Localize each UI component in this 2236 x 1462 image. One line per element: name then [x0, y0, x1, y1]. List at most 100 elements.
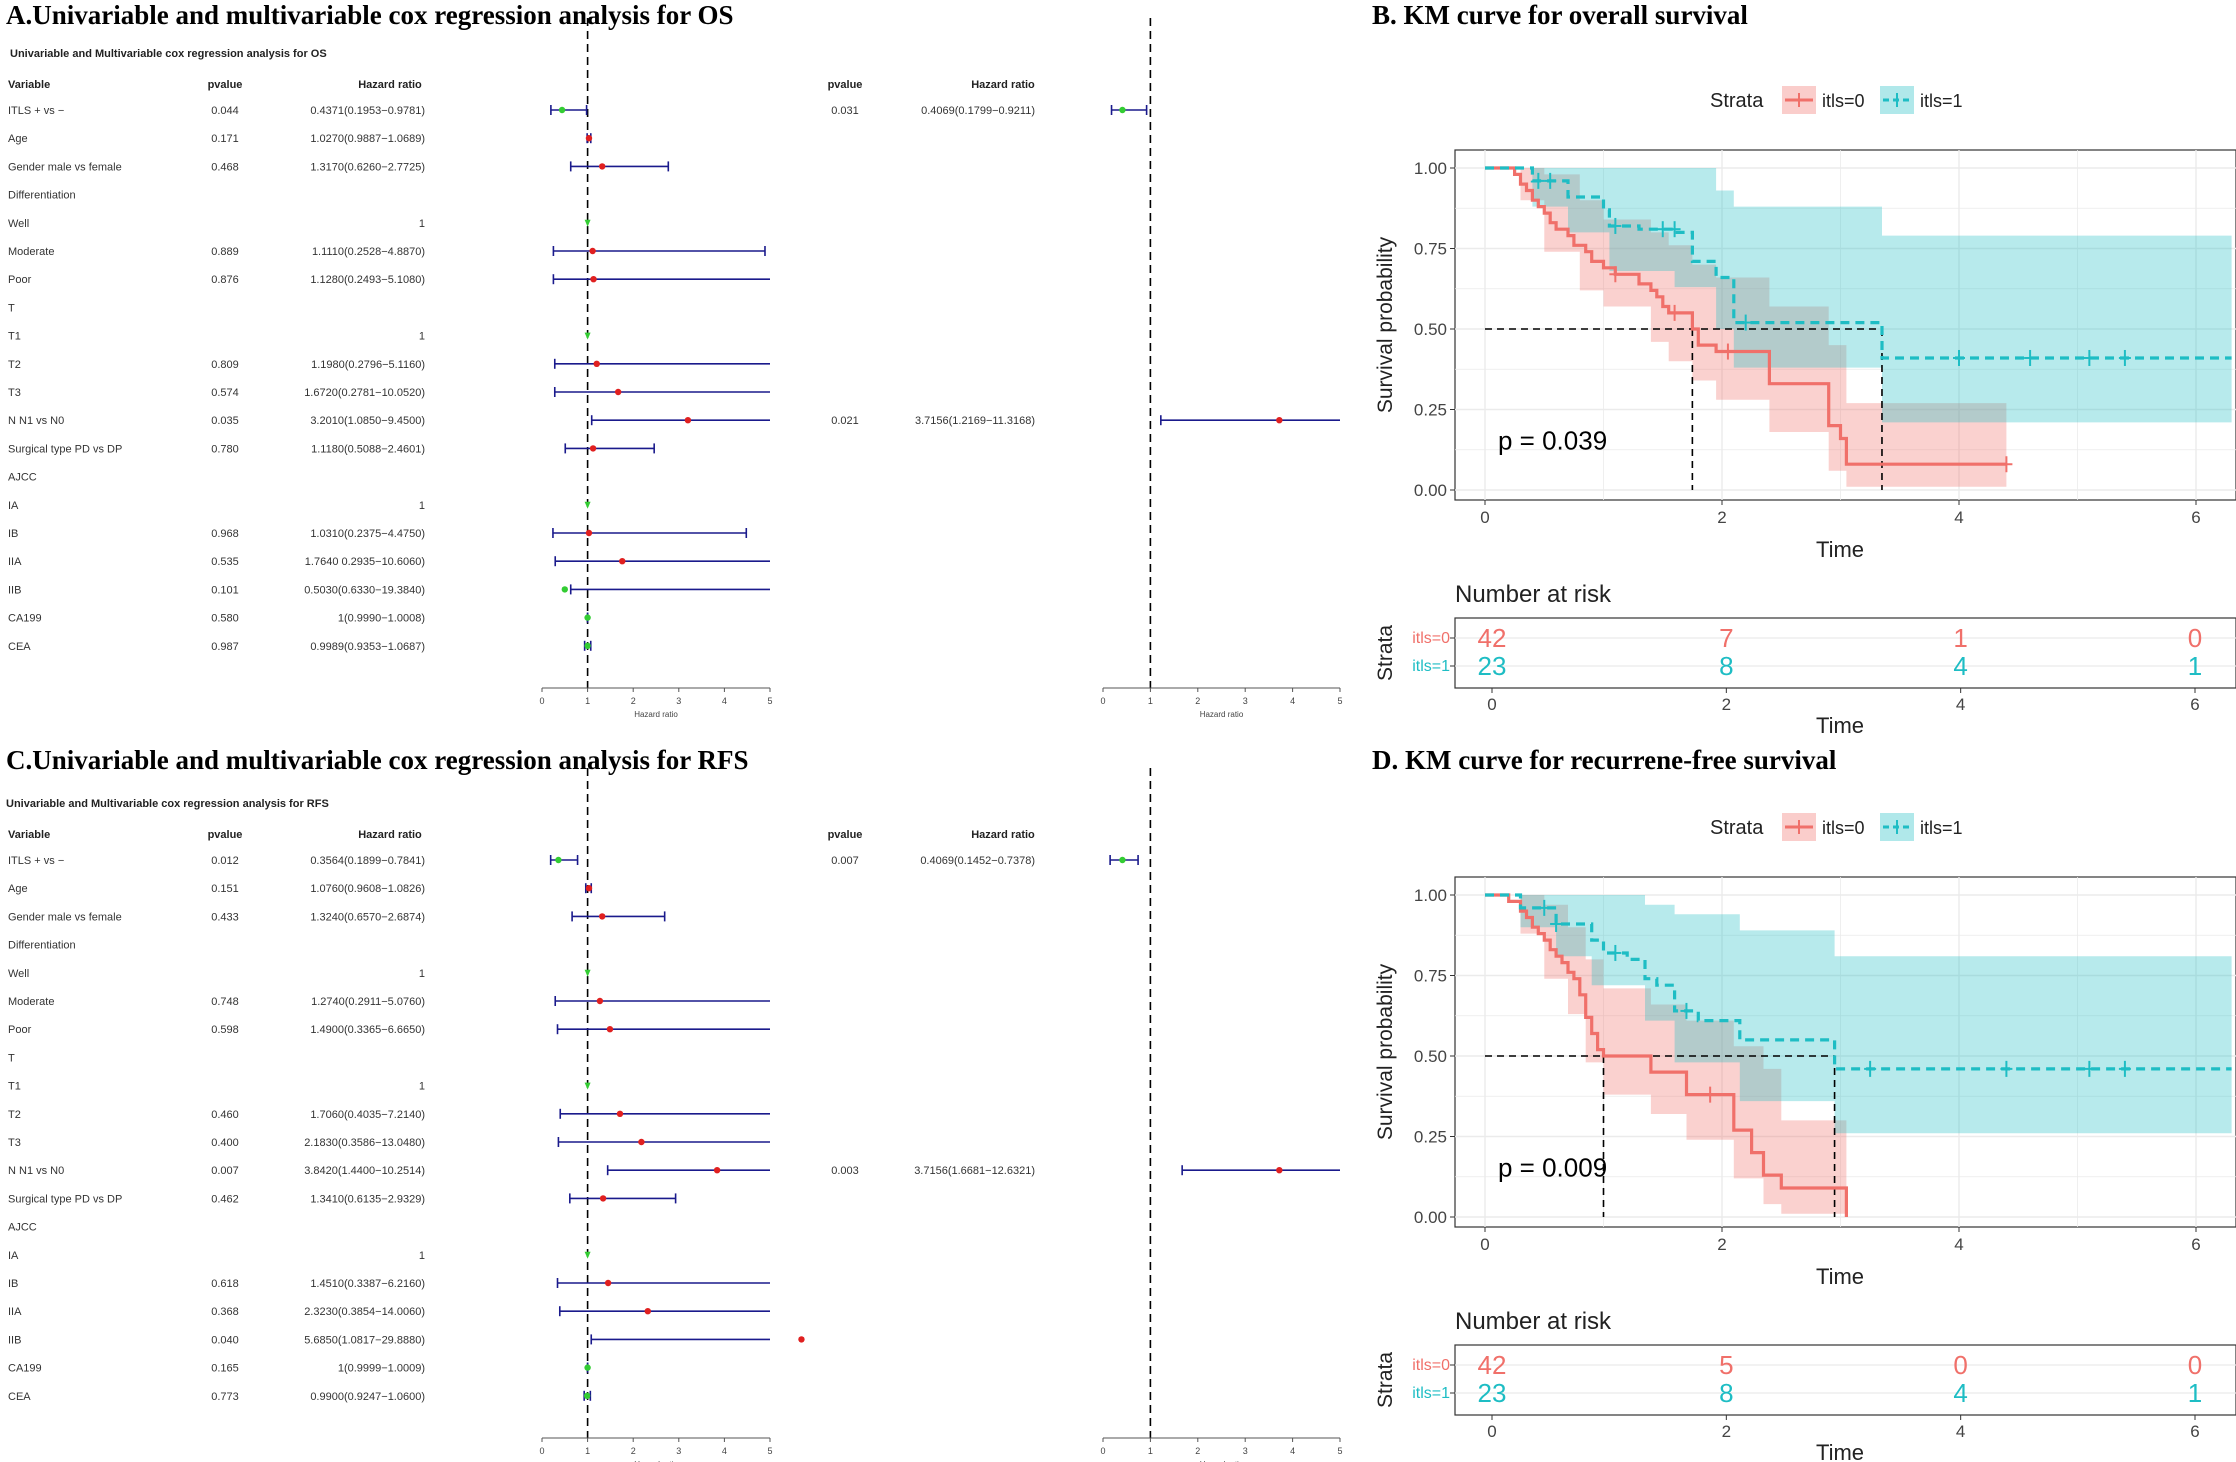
panel-a-title: A.Univariable and multivariable cox regr… [6, 0, 734, 30]
risk-count: 1 [2188, 651, 2202, 681]
y-tick-label: 0.25 [1414, 1128, 1447, 1147]
row-pvalue: 0.040 [211, 1334, 239, 1346]
y-axis-label: Survival probability [1374, 236, 1397, 413]
risk-count: 4 [1953, 1378, 1967, 1408]
row-label: Gender male vs female [8, 161, 122, 173]
row-pvalue: 0.809 [211, 359, 239, 371]
hazard-ratio-point [593, 360, 600, 367]
x-tick-label-multivariable: 2 [1195, 1446, 1200, 1456]
row-label: Well [8, 218, 29, 230]
row-label: ITLS + vs − [8, 855, 64, 867]
risk-x-tick-label: 6 [2190, 1422, 2199, 1441]
legend-label: itls=1 [1920, 91, 1963, 111]
risk-count: 1 [1953, 623, 1967, 653]
row-label: CEA [8, 1391, 31, 1403]
header-multi-pvalue: pvalue [828, 79, 863, 91]
row-hazard-ratio: 1.3240(0.6570−2.6874) [310, 911, 425, 923]
hazard-ratio-point [598, 163, 606, 170]
x-tick-label: 0 [1480, 1235, 1489, 1254]
multi-hazard-ratio-point [1119, 856, 1126, 864]
reference-marker [584, 969, 591, 977]
row-label: Well [8, 968, 29, 980]
risk-x-axis-label: Time [1816, 713, 1864, 738]
confidence-band-itls=1 [1485, 168, 2232, 423]
x-axis-label-univariable: Hazard ratio [634, 1460, 678, 1462]
row-label: Gender male vs female [8, 911, 122, 923]
row-label: Poor [8, 274, 32, 286]
x-tick-label-multivariable: 1 [1148, 1446, 1153, 1456]
risk-x-tick-label: 4 [1956, 1422, 1965, 1441]
row-reference-value: 1 [419, 500, 425, 512]
x-tick-label-multivariable: 4 [1290, 696, 1295, 706]
risk-y-axis-label: Strata [1374, 625, 1397, 681]
row-multi-hazard-ratio: 3.7156(1.6681−12.6321) [914, 1165, 1035, 1177]
forest-plot-rfs: Variable pvalue Hazard ratio pvalue Hazard r… [8, 768, 1343, 1462]
multi-hazard-ratio-point [1276, 417, 1283, 424]
confidence-band-itls=1 [1485, 895, 2232, 1134]
row-label: T3 [8, 1137, 21, 1149]
y-tick-label: 0.75 [1414, 240, 1447, 259]
row-multi-pvalue: 0.003 [831, 1165, 859, 1177]
row-pvalue: 0.400 [211, 1137, 239, 1149]
row-pvalue: 0.101 [211, 584, 239, 596]
row-label: N N1 vs N0 [8, 1165, 64, 1177]
hazard-ratio-point [638, 1138, 645, 1146]
x-axis-label: Time [1816, 1264, 1864, 1289]
row-hazard-ratio: 1.0310(0.2375−4.4750) [310, 528, 425, 540]
row-pvalue: 0.574 [211, 387, 239, 399]
risk-count: 5 [1719, 1350, 1733, 1380]
header-multi-pvalue: pvalue [828, 829, 863, 841]
row-pvalue: 0.044 [211, 105, 239, 117]
p-value: p = 0.039 [1498, 426, 1607, 456]
x-tick-label-multivariable: 0 [1100, 696, 1105, 706]
header-multi-hazard-ratio: Hazard ratio [971, 829, 1035, 841]
p-value: p = 0.009 [1498, 1153, 1607, 1183]
row-label: Moderate [8, 996, 54, 1008]
x-tick-label-univariable: 2 [631, 696, 636, 706]
x-tick-label-multivariable: 0 [1100, 1446, 1105, 1456]
x-axis-label-multivariable: Hazard ratio [1200, 1460, 1244, 1462]
risk-count: 8 [1719, 651, 1733, 681]
x-tick-label: 4 [1954, 1235, 1963, 1254]
hazard-ratio-point [606, 1026, 614, 1033]
row-multi-hazard-ratio: 0.4069(0.1799−0.9211) [921, 105, 1035, 117]
y-tick-label: 0.50 [1414, 320, 1447, 339]
hazard-ratio-point [604, 1279, 612, 1287]
x-tick-label-univariable: 1 [585, 1446, 590, 1456]
hazard-ratio-point [614, 388, 622, 396]
x-tick-label: 4 [1954, 508, 1963, 527]
row-pvalue: 0.618 [211, 1278, 239, 1290]
reference-marker [584, 332, 591, 340]
y-tick-label: 0.00 [1414, 1208, 1447, 1227]
row-pvalue: 0.780 [211, 443, 239, 455]
risk-row-label: itls=1 [1412, 658, 1450, 675]
row-hazard-ratio: 1(0.9990−1.0008) [338, 613, 425, 625]
risk-x-tick-label: 2 [1722, 695, 1731, 714]
row-label: T2 [8, 359, 21, 371]
hazard-ratio-point [644, 1308, 651, 1315]
y-tick-label: 0.75 [1414, 967, 1447, 986]
x-tick-label-univariable: 4 [722, 696, 727, 706]
row-hazard-ratio: 5.6850(1.0817−29.8880) [304, 1334, 425, 1346]
x-tick-label-multivariable: 1 [1148, 696, 1153, 706]
row-pvalue: 0.462 [211, 1193, 239, 1205]
y-tick-label: 0.25 [1414, 401, 1447, 420]
header-pvalue: pvalue [208, 79, 243, 91]
row-label: Differentiation [8, 190, 76, 202]
row-hazard-ratio: 0.3564(0.1899−0.7841) [310, 855, 425, 867]
row-hazard-ratio: 1.1280(0.2493−5.1080) [310, 274, 425, 286]
hazard-ratio-point [585, 529, 593, 537]
row-label: AJCC [8, 472, 37, 484]
row-hazard-ratio: 1.6720(0.2781−10.0520) [304, 387, 425, 399]
hazard-ratio-point [599, 1195, 607, 1202]
row-label: T [8, 302, 15, 314]
row-multi-pvalue: 0.007 [831, 855, 859, 867]
row-label: T [8, 1052, 15, 1064]
hazard-ratio-point [584, 614, 591, 621]
hazard-ratio-point [561, 586, 568, 593]
x-tick-label-univariable: 2 [631, 1446, 636, 1456]
row-hazard-ratio: 3.8420(1.4400−10.2514) [304, 1165, 425, 1177]
row-hazard-ratio: 1.4510(0.3387−6.2160) [310, 1278, 425, 1290]
header-multi-hazard-ratio: Hazard ratio [971, 79, 1035, 91]
row-hazard-ratio: 1.3170(0.6260−2.7725) [310, 161, 425, 173]
